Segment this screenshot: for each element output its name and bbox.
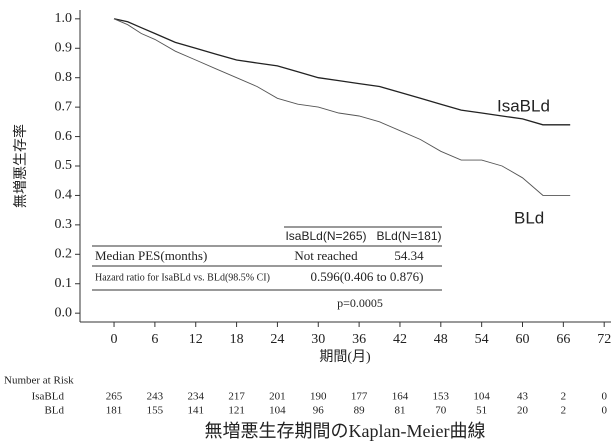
risk-row-name: IsaBLd — [32, 391, 65, 403]
x-tick-label: 24 — [270, 332, 284, 347]
y-tick-label: 0.3 — [55, 217, 73, 232]
risk-value: 0 — [601, 405, 607, 417]
survival-curve — [113, 18, 571, 196]
x-tick-label: 60 — [516, 332, 530, 347]
x-tick-label: 48 — [434, 332, 448, 347]
risk-value: 81 — [394, 405, 405, 417]
risk-value: 190 — [310, 391, 327, 403]
risk-value: 43 — [517, 391, 529, 403]
table-header: IsaBLd(N=265) — [285, 229, 366, 243]
y-tick-label: 0.5 — [55, 158, 73, 173]
risk-value: 20 — [517, 405, 529, 417]
x-tick-label: 42 — [393, 332, 407, 347]
risk-value: 104 — [269, 405, 286, 417]
chart-title: 無増悪生存期間のKaplan-Meier曲線 — [205, 421, 486, 441]
x-tick-label: 54 — [475, 332, 489, 347]
risk-value: 96 — [313, 405, 325, 417]
y-axis-label: 無増悪生存率 — [12, 124, 29, 208]
y-tick-label: 0.2 — [55, 247, 73, 262]
risk-value: 141 — [187, 405, 204, 417]
risk-value: 121 — [228, 405, 245, 417]
x-tick-label: 0 — [111, 332, 118, 347]
risk-value: 2 — [561, 405, 567, 417]
x-tick-label: 18 — [230, 332, 244, 347]
y-tick-label: 0.4 — [55, 188, 73, 203]
y-tick-label: 1.0 — [55, 11, 73, 26]
curve-label: BLd — [514, 208, 544, 227]
y-tick-label: 0.7 — [55, 99, 73, 114]
table-cell: 54.34 — [394, 248, 424, 263]
risk-title: Number at Risk — [4, 375, 74, 387]
x-tick-label: 6 — [151, 332, 158, 347]
risk-value: 177 — [351, 391, 368, 403]
x-tick-label: 72 — [597, 332, 611, 347]
y-tick-label: 0.6 — [55, 129, 73, 144]
curve-label: IsaBLd — [497, 96, 550, 115]
x-tick-label: 66 — [556, 332, 570, 347]
risk-value: 217 — [228, 391, 245, 403]
risk-value: 51 — [476, 405, 487, 417]
risk-value: 2 — [561, 391, 567, 403]
table-cell: Median PES(months) — [95, 248, 207, 263]
y-tick-label: 0.8 — [55, 70, 73, 85]
risk-value: 181 — [106, 405, 123, 417]
risk-value: 243 — [147, 391, 164, 403]
y-tick-label: 0.1 — [55, 276, 73, 291]
y-tick-label: 0.0 — [55, 305, 73, 320]
x-tick-label: 30 — [311, 332, 325, 347]
x-axis-label: 期間(月) — [319, 349, 371, 365]
table-cell: Hazard ratio for IsaBLd vs. BLd(98.5% CI… — [95, 272, 270, 283]
risk-value: 265 — [106, 391, 123, 403]
x-tick-label: 12 — [189, 332, 203, 347]
table-cell: Not reached — [294, 248, 358, 263]
risk-value: 89 — [354, 405, 366, 417]
risk-value: 155 — [147, 405, 164, 417]
risk-value: 164 — [392, 391, 409, 403]
table-cell: 0.596(0.406 to 0.876) — [310, 269, 423, 284]
risk-value: 153 — [433, 391, 450, 403]
survival-curve — [113, 18, 571, 126]
risk-value: 201 — [269, 391, 286, 403]
y-tick-label: 0.9 — [55, 40, 73, 55]
risk-value: 0 — [601, 391, 607, 403]
risk-value: 104 — [473, 391, 490, 403]
x-tick-label: 36 — [352, 332, 366, 347]
risk-row-name: BLd — [44, 405, 64, 417]
table-header: BLd(N=181) — [376, 229, 441, 243]
risk-value: 234 — [187, 391, 204, 403]
table-cell: p=0.0005 — [337, 296, 383, 310]
risk-value: 70 — [435, 405, 447, 417]
